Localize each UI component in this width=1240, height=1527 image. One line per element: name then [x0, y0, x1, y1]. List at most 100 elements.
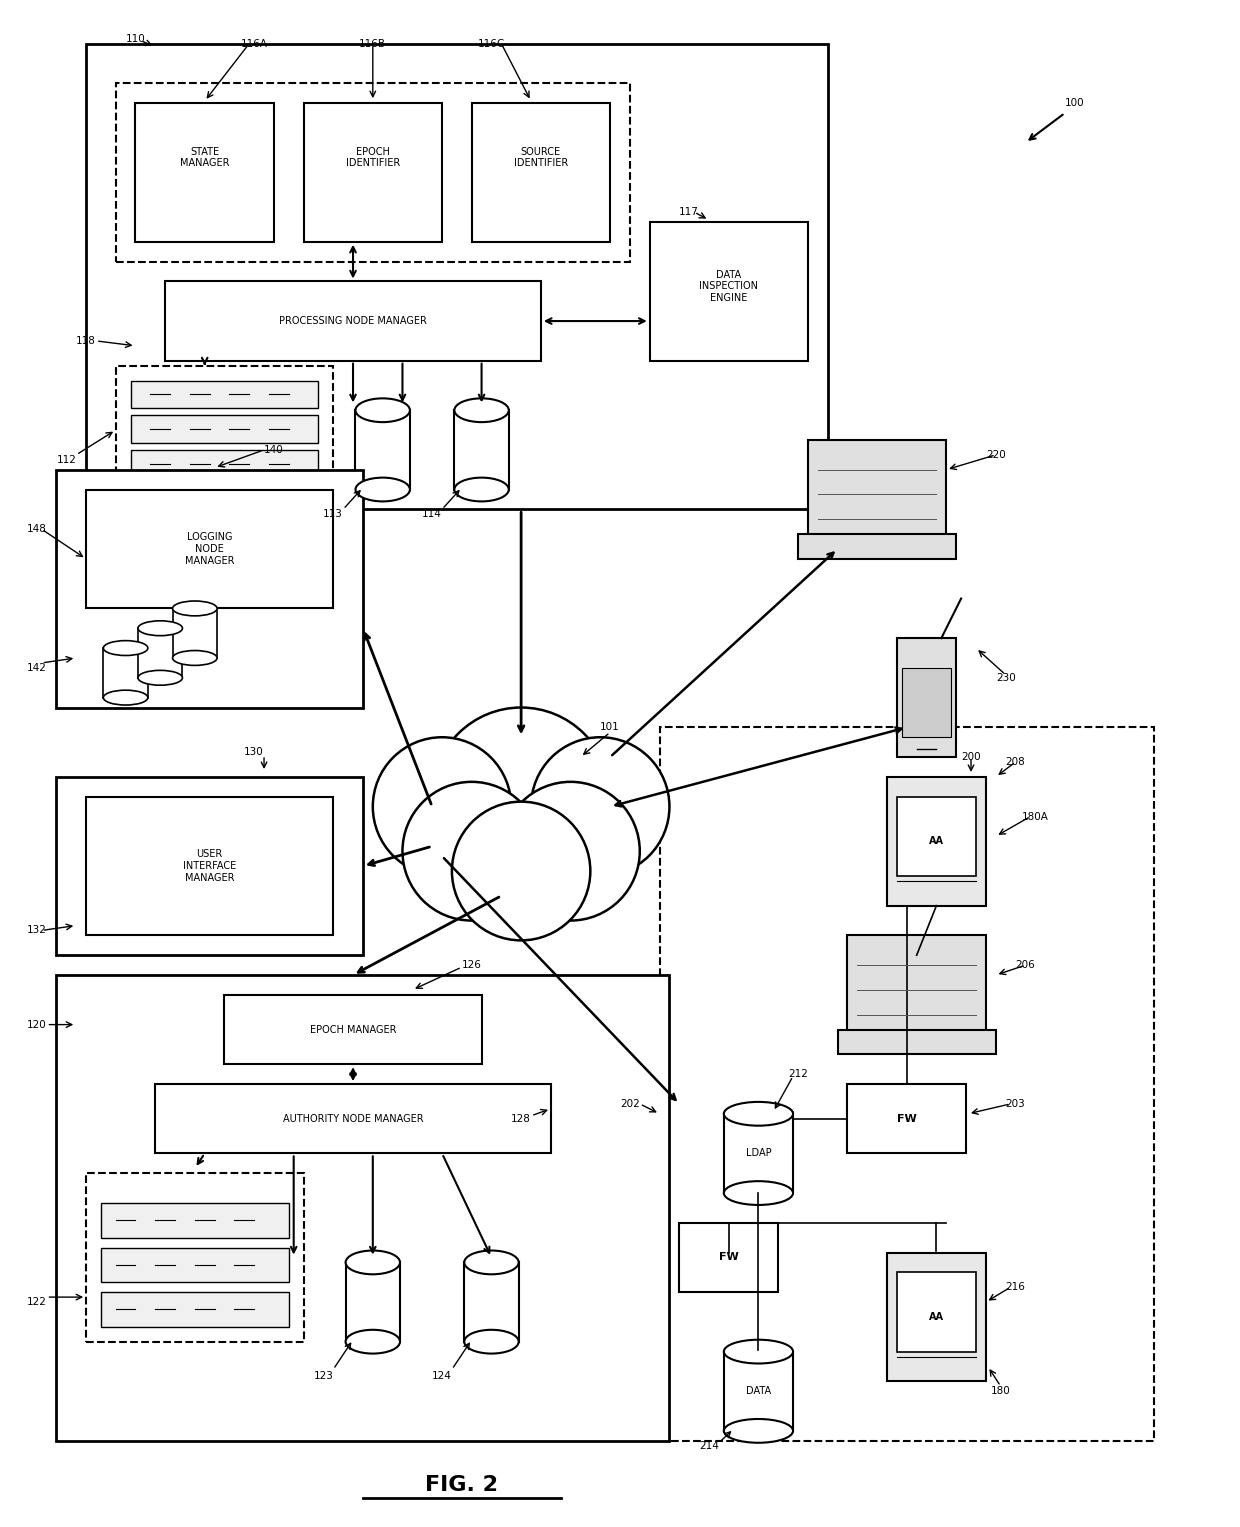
FancyBboxPatch shape: [103, 647, 148, 698]
Text: FW: FW: [719, 1252, 739, 1263]
Circle shape: [373, 738, 511, 876]
FancyBboxPatch shape: [887, 1252, 986, 1382]
FancyBboxPatch shape: [86, 490, 334, 608]
Text: 130: 130: [244, 747, 264, 757]
Text: DATA
INSPECTION
ENGINE: DATA INSPECTION ENGINE: [699, 270, 759, 302]
FancyBboxPatch shape: [130, 450, 319, 478]
Text: 180: 180: [991, 1387, 1011, 1396]
Text: FIG. 2: FIG. 2: [425, 1475, 498, 1495]
FancyBboxPatch shape: [165, 281, 541, 360]
FancyBboxPatch shape: [837, 1029, 996, 1054]
FancyBboxPatch shape: [356, 411, 410, 490]
Text: DATA: DATA: [746, 1387, 771, 1396]
Text: 116A: 116A: [241, 38, 268, 49]
Circle shape: [451, 802, 590, 941]
Text: 180A: 180A: [1022, 811, 1049, 822]
Text: 206: 206: [1016, 960, 1035, 970]
Text: 116C: 116C: [477, 38, 505, 49]
Ellipse shape: [172, 651, 217, 666]
FancyBboxPatch shape: [86, 44, 827, 510]
Text: 216: 216: [1006, 1283, 1025, 1292]
FancyBboxPatch shape: [650, 221, 808, 360]
FancyBboxPatch shape: [799, 534, 956, 559]
FancyBboxPatch shape: [897, 1272, 976, 1351]
Ellipse shape: [454, 478, 508, 501]
FancyBboxPatch shape: [454, 411, 508, 490]
Text: 124: 124: [432, 1371, 451, 1382]
FancyBboxPatch shape: [847, 1084, 966, 1153]
Ellipse shape: [724, 1419, 794, 1443]
FancyBboxPatch shape: [172, 608, 217, 658]
Text: 212: 212: [789, 1069, 808, 1080]
Ellipse shape: [138, 670, 182, 686]
Ellipse shape: [356, 399, 410, 421]
Text: 132: 132: [27, 925, 47, 936]
Text: 142: 142: [27, 663, 47, 673]
Text: 120: 120: [27, 1020, 46, 1029]
FancyBboxPatch shape: [724, 1113, 794, 1193]
Text: 128: 128: [511, 1113, 531, 1124]
Ellipse shape: [464, 1330, 518, 1353]
FancyBboxPatch shape: [724, 1351, 794, 1431]
Ellipse shape: [454, 399, 508, 421]
FancyBboxPatch shape: [135, 102, 274, 241]
FancyBboxPatch shape: [56, 470, 363, 707]
Text: FW: FW: [897, 1113, 916, 1124]
Ellipse shape: [724, 1182, 794, 1205]
Text: 101: 101: [600, 722, 620, 733]
Text: SOURCE
IDENTIFIER: SOURCE IDENTIFIER: [513, 147, 568, 168]
Bar: [86, 1173, 304, 1342]
Text: LDAP: LDAP: [745, 1148, 771, 1159]
FancyBboxPatch shape: [155, 1084, 551, 1153]
Text: EPOCH MANAGER: EPOCH MANAGER: [310, 1025, 397, 1035]
Text: 140: 140: [264, 444, 284, 455]
Circle shape: [403, 782, 541, 921]
Circle shape: [432, 707, 610, 886]
Text: 100: 100: [1065, 98, 1085, 108]
Bar: [115, 84, 630, 261]
FancyBboxPatch shape: [100, 1248, 289, 1283]
Ellipse shape: [346, 1251, 401, 1275]
Text: USER
INTERFACE
MANAGER: USER INTERFACE MANAGER: [184, 849, 237, 883]
Text: STATE
MANAGER: STATE MANAGER: [180, 147, 229, 168]
Text: 117: 117: [680, 208, 699, 217]
FancyBboxPatch shape: [471, 102, 610, 241]
FancyBboxPatch shape: [130, 380, 319, 408]
Text: 200: 200: [961, 753, 981, 762]
FancyBboxPatch shape: [56, 976, 670, 1441]
FancyBboxPatch shape: [100, 1292, 289, 1327]
Text: 203: 203: [1006, 1099, 1025, 1109]
Ellipse shape: [138, 621, 182, 635]
FancyBboxPatch shape: [138, 628, 182, 678]
Text: 214: 214: [699, 1441, 719, 1451]
Text: 114: 114: [422, 510, 443, 519]
Text: 208: 208: [1006, 757, 1025, 767]
Circle shape: [531, 738, 670, 876]
FancyBboxPatch shape: [897, 797, 976, 876]
Text: 116B: 116B: [360, 38, 387, 49]
FancyBboxPatch shape: [887, 777, 986, 906]
Text: 126: 126: [461, 960, 481, 970]
FancyBboxPatch shape: [304, 102, 441, 241]
Ellipse shape: [103, 690, 148, 705]
Text: AA: AA: [929, 837, 944, 846]
Text: PROCESSING NODE MANAGER: PROCESSING NODE MANAGER: [279, 316, 427, 327]
Ellipse shape: [724, 1102, 794, 1125]
Text: AUTHORITY NODE MANAGER: AUTHORITY NODE MANAGER: [283, 1113, 423, 1124]
Circle shape: [501, 782, 640, 921]
Text: 148: 148: [27, 524, 47, 534]
Text: 122: 122: [27, 1296, 47, 1307]
FancyBboxPatch shape: [86, 797, 334, 936]
FancyBboxPatch shape: [847, 936, 986, 1034]
Ellipse shape: [356, 478, 410, 501]
FancyBboxPatch shape: [464, 1263, 518, 1342]
Text: 220: 220: [986, 450, 1006, 460]
Text: AA: AA: [929, 1312, 944, 1322]
FancyBboxPatch shape: [808, 440, 946, 539]
Bar: [660, 727, 1154, 1441]
Text: 113: 113: [324, 510, 343, 519]
FancyBboxPatch shape: [680, 1223, 779, 1292]
Text: 202: 202: [620, 1099, 640, 1109]
Text: LOGGING
NODE
MANAGER: LOGGING NODE MANAGER: [185, 533, 234, 565]
Text: 118: 118: [76, 336, 95, 347]
